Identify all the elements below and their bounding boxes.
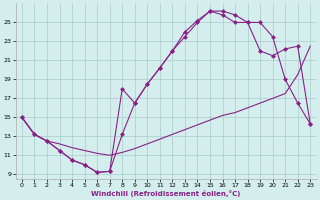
X-axis label: Windchill (Refroidissement éolien,°C): Windchill (Refroidissement éolien,°C) [92, 190, 241, 197]
